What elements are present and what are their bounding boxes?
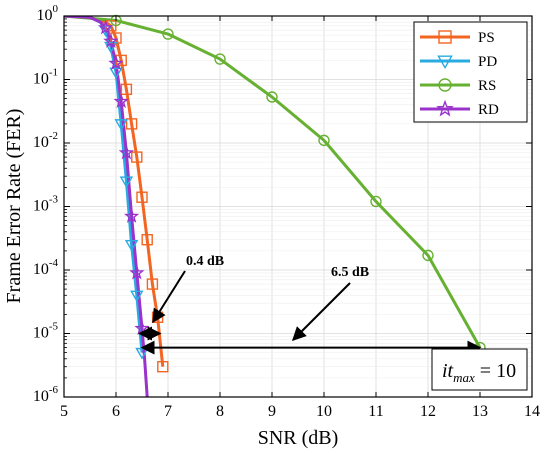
legend-label-ps: PS [478, 30, 495, 46]
annotations: 0.4 dB 6.5 dB [137, 254, 482, 355]
marker-star [113, 93, 129, 109]
marker-triangle [119, 176, 134, 189]
itmax-frame [431, 348, 528, 391]
marker-square [125, 118, 138, 130]
marker-star [123, 208, 140, 223]
marker-star [108, 55, 124, 70]
itmax-box: itmax = 10 [431, 348, 528, 391]
marker-square [131, 151, 143, 163]
marker-square [157, 361, 169, 373]
x-axis-title: SNR (dB) [258, 427, 339, 449]
marker-triangle [437, 55, 453, 69]
x-tick-label: 13 [472, 403, 488, 420]
marker-square [141, 234, 153, 246]
legend-label-rs: RS [478, 78, 496, 94]
y-tick-label: 10-1 [33, 67, 58, 88]
marker-triangle [130, 290, 144, 303]
marker-square [438, 30, 452, 44]
marker-square [120, 83, 133, 96]
pointer-arrow-0-4db [152, 270, 186, 324]
marker-circle [370, 195, 382, 208]
axis-ticks: 5 6 7 8 9 10 11 12 13 14 100 10-1 10-2 10-3 10-4 10-5 10… [33, 3, 540, 420]
x-tick-label: 7 [164, 403, 172, 420]
marker-star [118, 144, 135, 160]
y-tick-label: 10-6 [33, 384, 59, 405]
marker-star [103, 33, 119, 48]
legend-box [413, 21, 528, 123]
marker-star [129, 264, 145, 280]
x-tick-label: 9 [268, 403, 276, 420]
y-tick-label: 10-4 [33, 257, 59, 278]
x-tick-label: 6 [112, 403, 120, 420]
marker-triangle [104, 41, 118, 54]
marker-circle [214, 53, 226, 65]
marker-triangle [114, 119, 128, 131]
marker-circle [162, 28, 174, 40]
x-tick-label: 12 [420, 403, 436, 420]
y-tick-label: 10-2 [33, 130, 58, 151]
y-axis-title: Frame Error Rate (FER) [3, 109, 25, 304]
marker-star [97, 19, 114, 35]
marker-star [436, 99, 454, 117]
series-line-rs [64, 16, 482, 349]
y-tick-label: 10-3 [33, 194, 59, 215]
marker-circle [422, 249, 434, 262]
marker-triangle [124, 240, 139, 252]
marker-circle [266, 91, 278, 103]
label-0-4db: 0.4 dB [186, 254, 224, 269]
x-tick-label: 11 [368, 403, 383, 420]
marker-square [115, 54, 127, 67]
marker-square [136, 191, 148, 203]
legend: PS PD RS RD [413, 21, 528, 123]
marker-circle [438, 78, 452, 92]
x-tick-label: 8 [216, 403, 224, 420]
label-6-5db: 6.5 dB [331, 265, 369, 280]
legend-label-rd: RD [478, 102, 499, 118]
x-tick-label: 14 [524, 403, 540, 420]
y-tick-label: 10-5 [33, 321, 59, 342]
marker-square [146, 278, 159, 290]
x-tick-label: 5 [60, 403, 68, 420]
marker-triangle [109, 67, 123, 80]
pointer-arrow-6-5db [292, 282, 351, 341]
x-tick-label: 10 [316, 403, 332, 420]
marker-circle [318, 134, 330, 147]
y-tick-label: 100 [37, 3, 59, 24]
marker-group [97, 14, 486, 373]
itmax-label: itmax = 10 [442, 360, 516, 385]
legend-label-pd: PD [478, 54, 497, 70]
